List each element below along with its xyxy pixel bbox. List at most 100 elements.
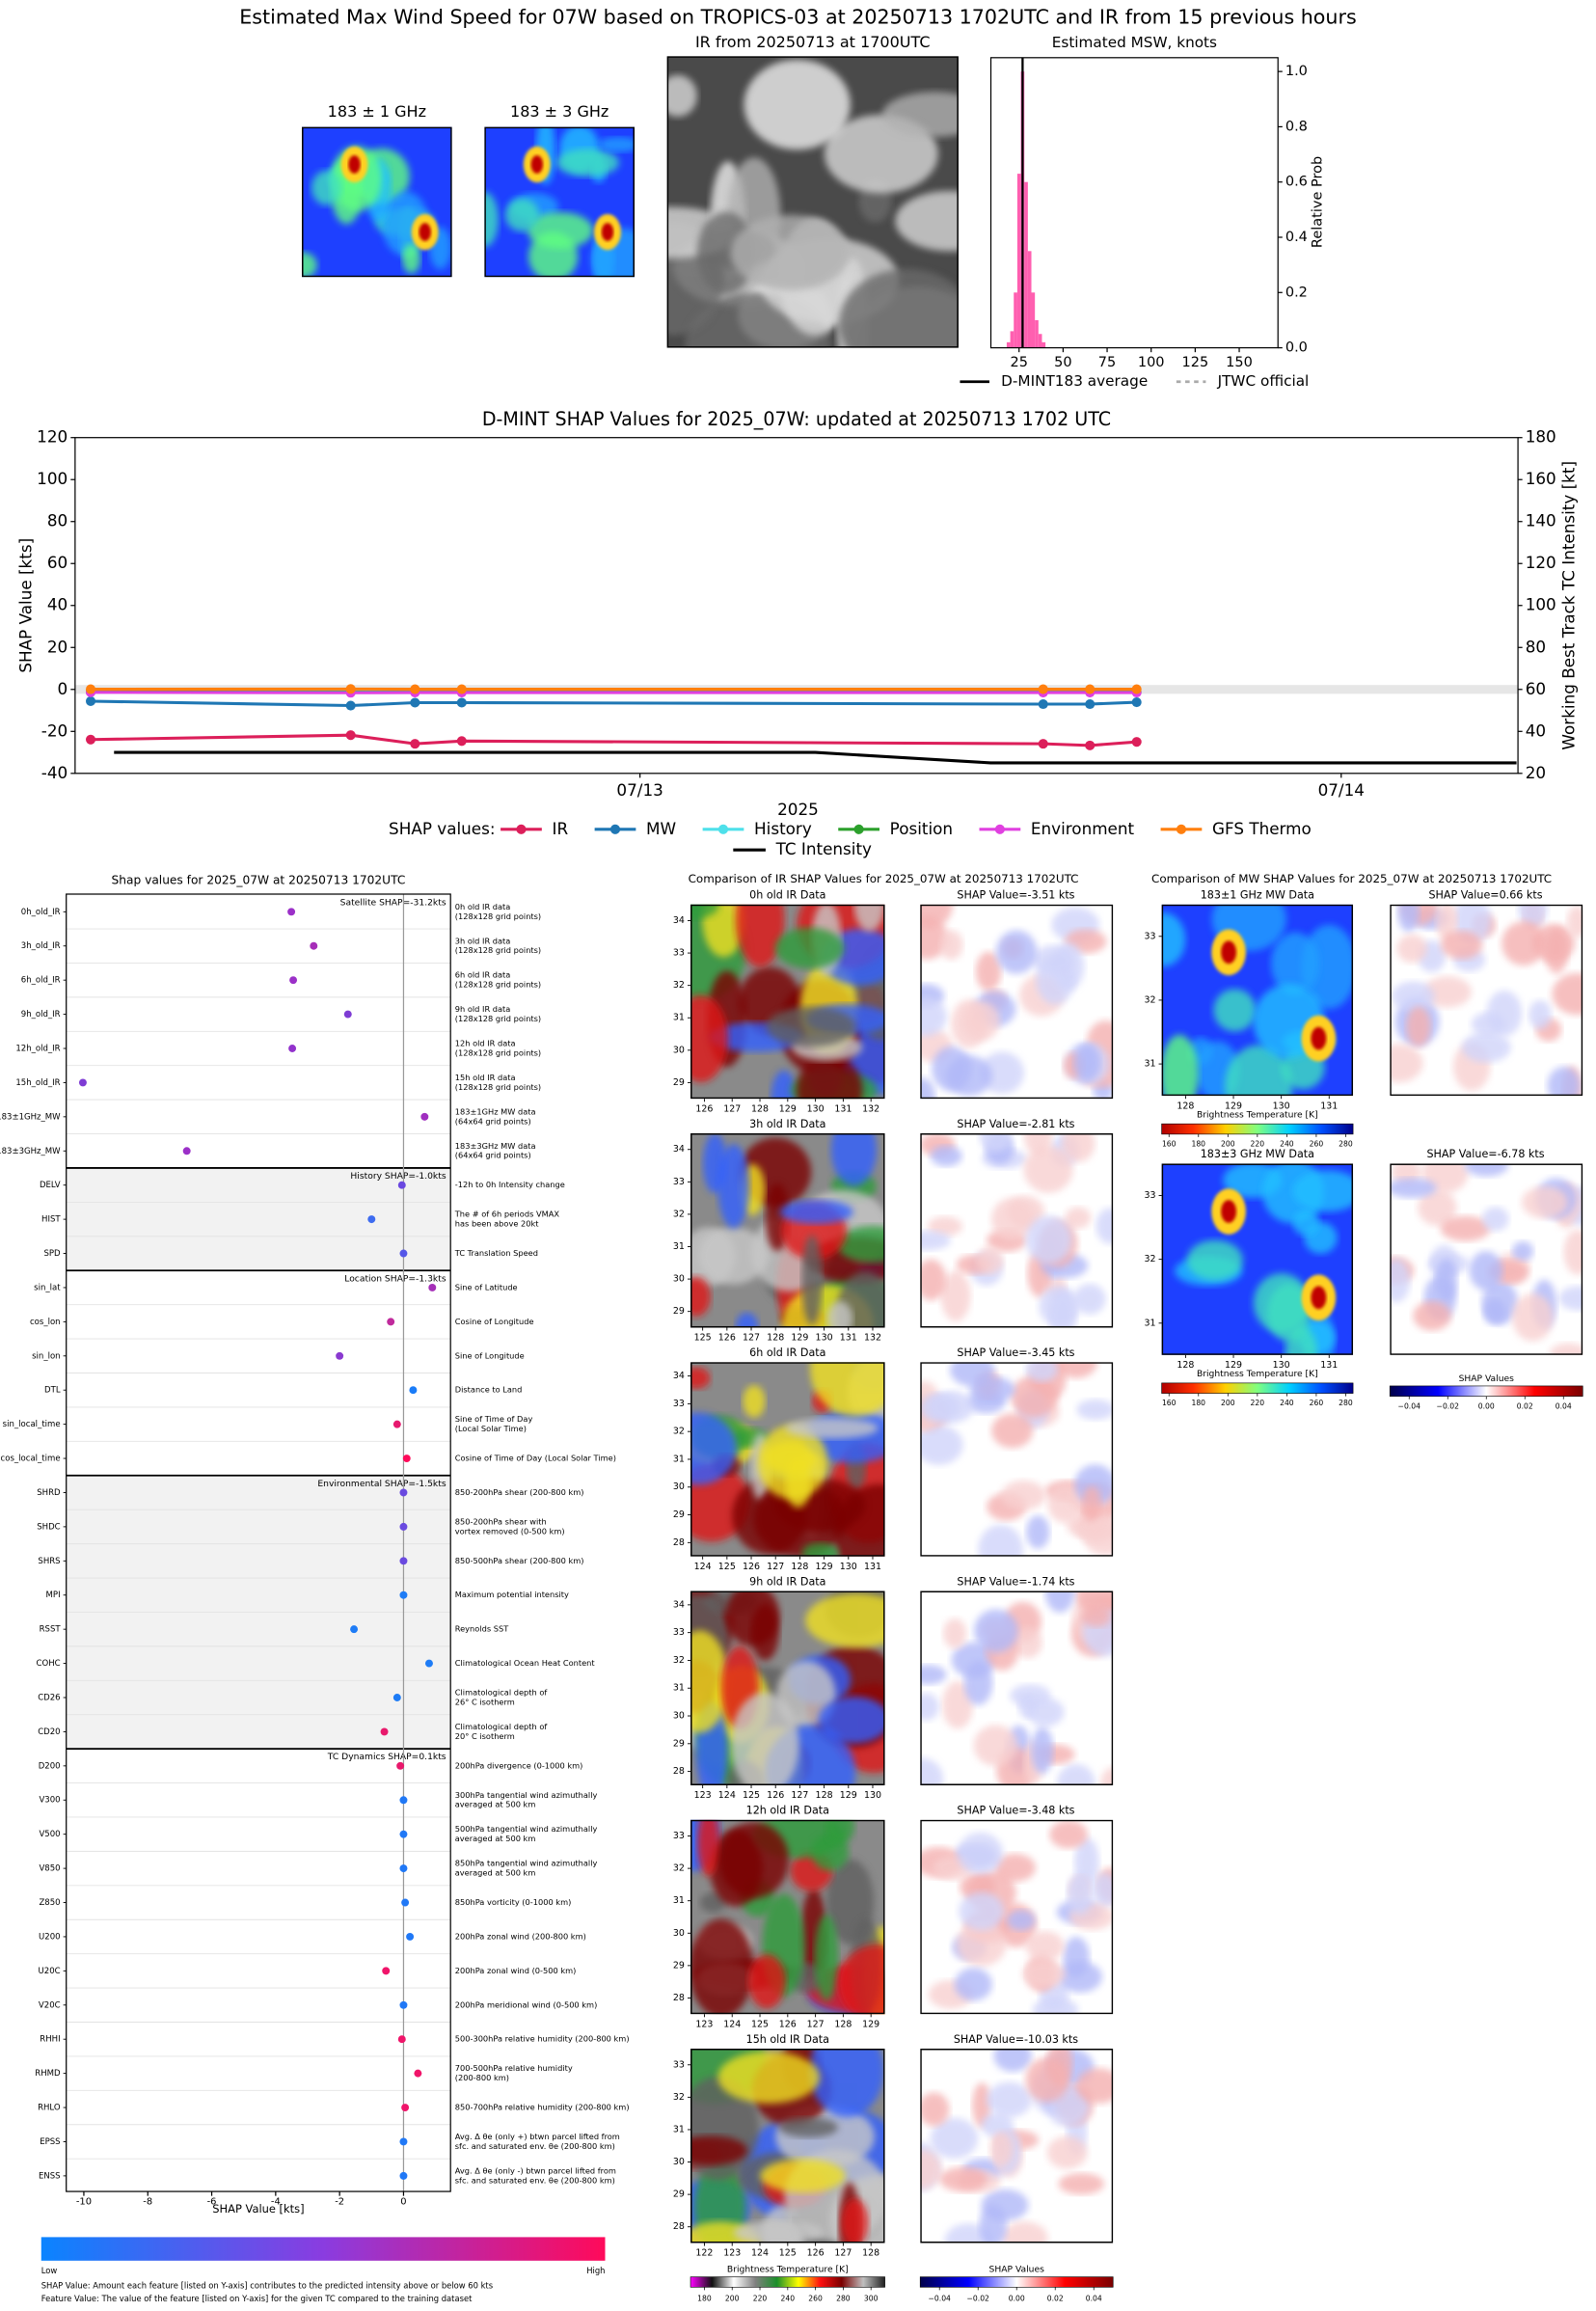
image-texture: [1413, 1300, 1451, 1331]
legend-label: TC Intensity: [775, 839, 872, 858]
shap-point: [380, 1727, 389, 1736]
image-texture: [920, 1077, 935, 1100]
feature-name: COHC: [37, 1659, 61, 1669]
image-texture: [690, 1630, 729, 1733]
image-texture: [1461, 1032, 1511, 1063]
chart-title: D-MINT SHAP Values for 2025_07W: updated…: [482, 409, 1111, 430]
image-texture: [1213, 989, 1257, 1032]
image-texture: [939, 930, 963, 961]
image-texture: [1046, 2135, 1088, 2169]
image-frame: [920, 1819, 1114, 2015]
image-texture: [1512, 1293, 1554, 1342]
series-marker: [1131, 737, 1142, 748]
image-frame: [920, 1591, 1114, 1785]
lat-tick-label: 31: [673, 1013, 685, 1023]
histogram-bar: [1024, 181, 1028, 348]
lat-tick-label: 32: [673, 1863, 685, 1874]
legend-label: MW: [646, 819, 676, 838]
image-texture: [1292, 1210, 1320, 1237]
x-tick-label: -8: [143, 2197, 152, 2208]
histogram-bar: [1041, 341, 1046, 348]
image-texture: [920, 1665, 947, 1685]
image-texture: [1435, 1259, 1458, 1302]
feature-name: 0h_old_IR: [21, 908, 61, 917]
image-texture: [1469, 1251, 1503, 1291]
lon-tick-label: 129: [840, 1790, 857, 1801]
feature-name: RHHI: [40, 2035, 60, 2045]
image-texture: [1073, 1044, 1100, 1081]
feature-description: Climatological depth of: [455, 1688, 549, 1698]
legend-label: History: [754, 819, 812, 838]
lat-tick-label: 32: [1144, 994, 1155, 1005]
feature-name: 15h_old_IR: [15, 1078, 60, 1088]
colorbar-tick-label: 0.02: [1517, 1401, 1533, 1410]
image-texture: [839, 268, 959, 348]
x-tick-label: -4: [271, 2197, 281, 2208]
feature-name: D200: [39, 1761, 61, 1771]
image-panel: [1161, 1163, 1354, 1355]
feature-description: (128x128 grid points): [455, 1082, 541, 1092]
image-texture: [1026, 1515, 1050, 1549]
feature-description: Cosine of Time of Day (Local Solar Time): [455, 1454, 616, 1463]
lon-tick-label: 125: [779, 2248, 797, 2259]
histogram-bar: [1031, 292, 1036, 348]
feature-description: 850-700hPa relative humidity (200-800 km…: [455, 2103, 630, 2112]
image-texture: [1076, 2068, 1114, 2104]
image-frame: [1390, 1163, 1583, 1355]
y-tick-label: 0.2: [1285, 285, 1308, 300]
lon-tick-label: 130: [1273, 1101, 1290, 1111]
image-texture: [980, 1051, 1024, 1095]
image-texture: [771, 1070, 798, 1100]
image-texture: [697, 1819, 720, 1877]
image-texture: [991, 1413, 1034, 1449]
image-texture: [1082, 1485, 1102, 1522]
image-frame: [690, 1362, 885, 1557]
image-texture: [920, 1693, 939, 1721]
series-marker: [85, 684, 96, 694]
colorbar-tick-label: 280: [1339, 1399, 1353, 1407]
image-texture: [824, 114, 938, 194]
x-tick-label: 07/14: [1318, 780, 1365, 800]
lon-tick-label: 124: [694, 1562, 712, 1572]
feature-name: sin_local_time: [3, 1420, 61, 1429]
image-texture: [598, 137, 636, 152]
shap-point: [287, 908, 296, 916]
legend-marker: [609, 824, 621, 834]
image-texture: [774, 927, 845, 969]
image-texture: [1396, 934, 1427, 964]
y-tick-label: 0: [58, 679, 68, 698]
shap-point: [399, 1522, 408, 1531]
lon-tick-label: 127: [743, 1333, 760, 1344]
y2-tick-label: 160: [1526, 469, 1556, 488]
lat-tick-label: 31: [1144, 1059, 1155, 1070]
x-tick-label: 25: [1011, 355, 1028, 370]
image-texture: [1418, 1189, 1457, 1226]
feature-description: 700-500hPa relative humidity: [455, 2063, 573, 2073]
image-texture: [841, 2198, 869, 2243]
image-panel: [1161, 904, 1354, 1097]
shap-point: [399, 2137, 408, 2146]
feature-description: averaged at 500 km: [455, 1868, 536, 1878]
image-frame: [666, 56, 959, 348]
lat-tick-label: 29: [673, 1306, 685, 1317]
image-texture: [743, 1384, 766, 1418]
feature-description: (64x64 grid points): [455, 1151, 531, 1160]
legend-marker: [516, 824, 527, 834]
image-texture: [833, 1483, 885, 1557]
legend-marker: [1176, 824, 1186, 834]
image-texture: [959, 1891, 1005, 1931]
panel-title: 183 ± 3 GHz: [510, 102, 609, 121]
x-tick-label: -2: [335, 2197, 344, 2208]
feature-description: 850-500hPa shear (200-800 km): [455, 1556, 584, 1565]
image-texture: [717, 1144, 750, 1229]
shap-point: [350, 1625, 359, 1634]
series-marker: [345, 684, 356, 694]
series-marker: [345, 730, 356, 741]
lat-tick-label: 30: [673, 1928, 685, 1939]
lon-tick-label: 127: [834, 2248, 852, 2259]
legend-label: IR: [553, 819, 569, 838]
shap-point: [387, 1318, 395, 1326]
feature-description: Avg. Δ θe (only -) btwn parcel lifted fr…: [455, 2165, 616, 2175]
image-texture: [530, 155, 544, 174]
panel-title: IR from 20250713 at 1700UTC: [695, 33, 931, 51]
